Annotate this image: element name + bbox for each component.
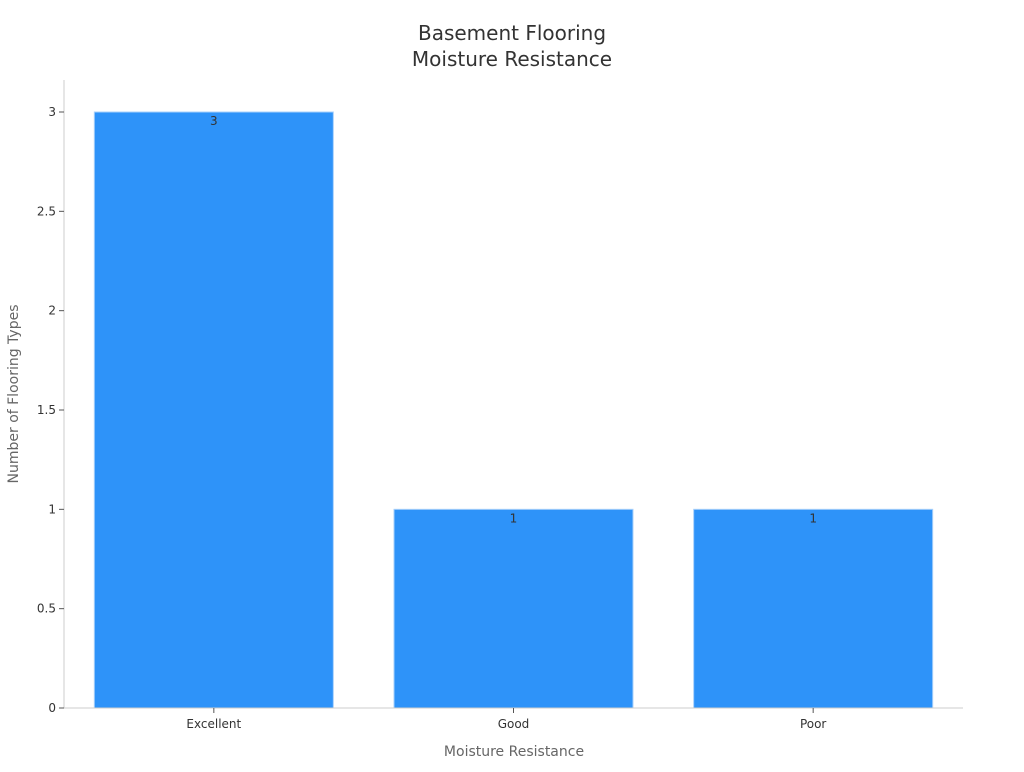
chart-title-line2: Moisture Resistance	[412, 47, 612, 71]
y-tick-label: 0	[48, 701, 56, 715]
y-tick-label: 1.5	[37, 403, 56, 417]
bar-poor	[693, 508, 934, 709]
x-tick-label: Excellent	[186, 717, 241, 731]
y-axis-label: Number of Flooring Types	[6, 304, 22, 483]
data-label: 1	[510, 511, 518, 525]
bar-good	[393, 508, 634, 709]
y-tick-label: 2.5	[37, 204, 56, 218]
x-tick-label: Poor	[800, 717, 826, 731]
y-tick-label: 1	[48, 502, 56, 516]
y-tick-label: 2	[48, 304, 56, 318]
bar-excellent	[93, 111, 334, 709]
y-tick-label: 0.5	[37, 602, 56, 616]
chart-title-line1: Basement Flooring	[418, 21, 606, 45]
data-label: 3	[210, 114, 218, 128]
data-label: 1	[809, 511, 817, 525]
x-axis-label: Moisture Resistance	[444, 744, 584, 760]
y-tick-label: 3	[48, 105, 56, 119]
x-tick-label: Good	[498, 717, 530, 731]
